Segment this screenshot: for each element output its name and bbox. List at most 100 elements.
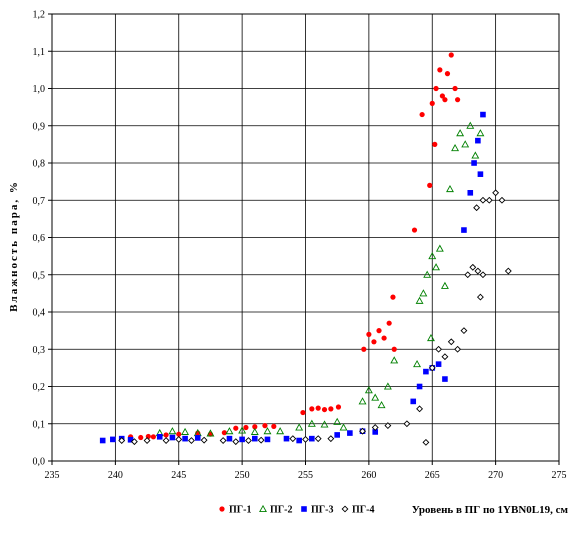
x-tick-label: 235 bbox=[45, 470, 60, 481]
legend-label: ПГ-4 bbox=[352, 505, 374, 516]
data-point bbox=[452, 85, 458, 92]
data-point bbox=[250, 427, 259, 435]
data-point bbox=[376, 328, 382, 334]
data-point bbox=[219, 437, 227, 444]
data-point bbox=[391, 346, 397, 352]
data-point bbox=[364, 386, 373, 394]
x-tick-label: 240 bbox=[108, 470, 123, 481]
data-point bbox=[422, 438, 430, 446]
data-point bbox=[289, 435, 297, 443]
data-point bbox=[361, 346, 367, 352]
data-point bbox=[309, 435, 315, 442]
data-point bbox=[206, 429, 215, 437]
data-point bbox=[390, 356, 399, 364]
data-point bbox=[271, 423, 277, 429]
data-point bbox=[163, 432, 169, 438]
data-point bbox=[276, 427, 285, 435]
data-point bbox=[448, 52, 454, 58]
data-point bbox=[410, 398, 417, 405]
legend-marker bbox=[259, 504, 267, 513]
data-point bbox=[464, 271, 472, 279]
x-tick-label: 270 bbox=[488, 470, 503, 481]
data-point bbox=[320, 420, 329, 428]
data-point bbox=[252, 424, 258, 430]
data-point bbox=[471, 151, 480, 159]
data-point bbox=[435, 361, 442, 367]
data-point bbox=[315, 405, 321, 411]
data-point bbox=[451, 143, 460, 152]
data-point bbox=[476, 129, 485, 137]
data-point bbox=[309, 406, 315, 412]
y-tick-label: 1,1 bbox=[33, 47, 46, 58]
data-point bbox=[467, 190, 474, 196]
y-axis-ticks: 0,0 0,1 0,2 0,3 0,4 0,5 0,6 0,7 0,8 0,9 1,0 1,1 1,2 bbox=[33, 10, 46, 468]
data-point bbox=[444, 71, 451, 77]
data-point bbox=[437, 67, 443, 73]
data-point bbox=[435, 244, 444, 252]
data-point bbox=[169, 434, 176, 441]
x-tick-label: 275 bbox=[552, 470, 567, 481]
legend: ПГ-1 ПГ-2 ПГ-3 ПГ-4 bbox=[219, 505, 374, 516]
data-point bbox=[221, 430, 227, 436]
data-point bbox=[371, 393, 380, 401]
data-point bbox=[182, 435, 188, 442]
data-point bbox=[110, 436, 116, 443]
data-point bbox=[127, 436, 134, 443]
data-point bbox=[440, 281, 449, 289]
data-point bbox=[333, 417, 342, 425]
data-point bbox=[386, 320, 392, 326]
data-point bbox=[461, 227, 467, 233]
data-point bbox=[427, 333, 435, 342]
data-point bbox=[475, 137, 481, 144]
y-tick-label: 0,1 bbox=[33, 419, 46, 430]
data-point bbox=[479, 196, 487, 204]
data-point bbox=[441, 353, 449, 361]
data-point bbox=[442, 376, 448, 382]
y-tick-label: 0,3 bbox=[33, 345, 46, 356]
data-point bbox=[300, 409, 306, 416]
data-point bbox=[390, 294, 396, 300]
data-point bbox=[252, 435, 258, 442]
data-point bbox=[466, 121, 475, 129]
data-point bbox=[442, 97, 448, 103]
data-point bbox=[187, 437, 195, 444]
data-point bbox=[243, 424, 249, 431]
data-point bbox=[225, 427, 234, 435]
data-point bbox=[327, 435, 335, 443]
grid bbox=[48, 13, 560, 465]
y-tick-label: 0,6 bbox=[33, 233, 46, 244]
data-points bbox=[99, 52, 512, 446]
data-point bbox=[460, 327, 468, 335]
data-point bbox=[446, 184, 454, 193]
data-point bbox=[435, 345, 443, 353]
data-point bbox=[427, 182, 433, 188]
data-point bbox=[461, 140, 470, 148]
x-axis-ticks: 235 240 245 250 255 260 265 270 275 bbox=[45, 470, 567, 481]
data-point bbox=[245, 437, 252, 444]
y-tick-label: 0,5 bbox=[33, 270, 46, 281]
data-point bbox=[283, 435, 290, 442]
y-tick-label: 1,0 bbox=[33, 84, 46, 95]
y-tick-label: 0,0 bbox=[33, 457, 46, 468]
x-tick-label: 260 bbox=[361, 470, 376, 481]
data-point bbox=[403, 420, 411, 428]
data-point bbox=[138, 434, 144, 441]
data-point bbox=[130, 438, 138, 446]
data-point bbox=[239, 436, 245, 443]
data-point bbox=[383, 382, 392, 390]
data-point bbox=[476, 293, 484, 301]
data-point bbox=[377, 400, 386, 409]
data-point bbox=[339, 423, 348, 431]
data-point bbox=[181, 427, 190, 435]
data-point bbox=[176, 431, 182, 437]
data-point bbox=[433, 85, 439, 92]
data-point bbox=[226, 435, 233, 442]
data-point bbox=[384, 422, 392, 430]
data-point bbox=[150, 434, 156, 440]
data-point bbox=[471, 160, 477, 166]
x-axis-label: Уровень в ПГ по 1YBN0L19, см bbox=[412, 504, 569, 516]
data-point bbox=[371, 339, 377, 345]
y-tick-label: 0,2 bbox=[33, 382, 46, 393]
data-point bbox=[262, 423, 268, 429]
legend-item: ПГ-4 bbox=[341, 505, 374, 516]
